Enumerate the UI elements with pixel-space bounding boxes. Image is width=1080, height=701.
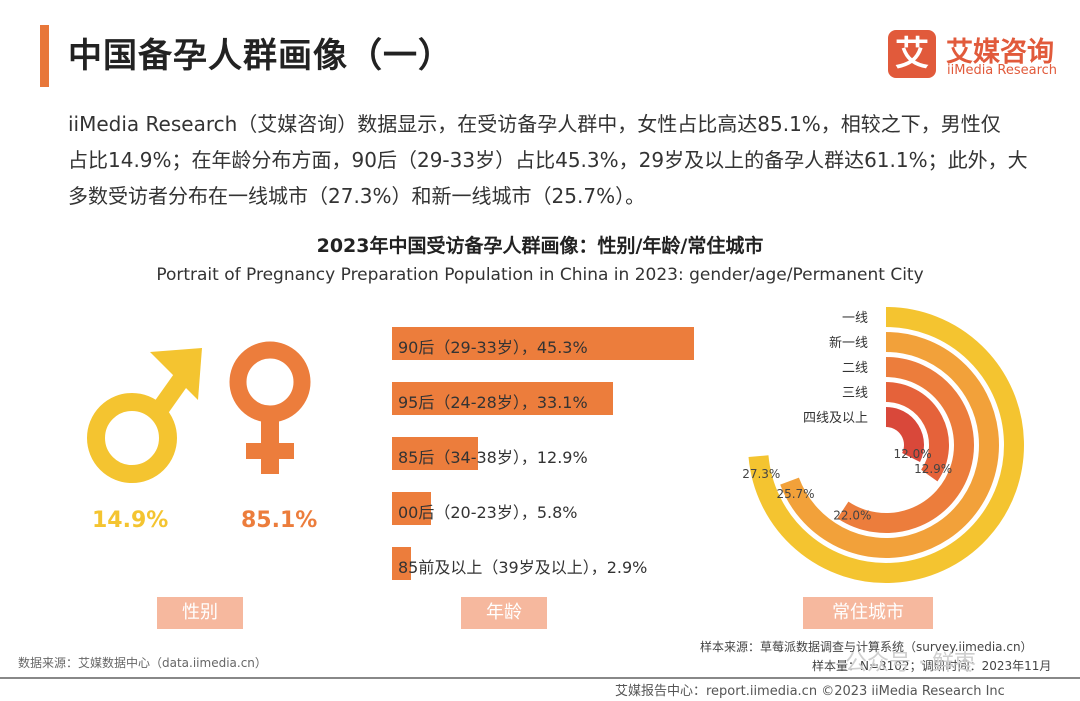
female-percent-label: 85.1% — [241, 508, 318, 533]
footer-copyright: 艾媒报告中心：report.iimedia.cn ©2023 iiMedia R… — [615, 684, 1005, 699]
data-source-note: 数据来源：艾媒数据中心（data.iimedia.cn） — [18, 656, 267, 670]
section-label-age: 年龄 — [461, 597, 547, 629]
age-bar — [392, 382, 613, 415]
city-category-label: 二线 — [842, 361, 868, 376]
title-accent-bar — [40, 25, 49, 87]
city-value-label: 22.0% — [833, 508, 871, 522]
city-arc — [885, 382, 949, 482]
age-bar — [392, 327, 694, 360]
city-arc — [885, 407, 924, 462]
age-bar-label: 00后（20-23岁），5.8% — [398, 503, 578, 522]
intro-line-3: 多数受访者分布在一线城市（27.3%）和新一线城市（25.7%）。 — [68, 184, 646, 208]
male-symbol-icon — [87, 348, 202, 483]
sample-source-note: 样本来源：草莓派数据调查与计算系统（survey.iimedia.cn） — [700, 640, 1033, 654]
female-symbol-icon — [229, 341, 311, 474]
city-category-label: 三线 — [842, 386, 868, 401]
city-value-label: 25.7% — [776, 487, 814, 501]
city-arc — [837, 357, 974, 533]
city-arc — [748, 307, 1024, 583]
intro-paragraph: iiMedia Research（艾媒咨询）数据显示，在受访备孕人群中，女性占比… — [68, 106, 1043, 214]
age-bar-label: 90后（29-33岁），45.3% — [398, 338, 588, 357]
male-percent-label: 14.9% — [92, 508, 169, 533]
watermark: 公众号 · 鲜枣 — [845, 651, 976, 676]
sample-size-note: 样本量：N=3102；调研时间：2023年11月 — [812, 659, 1052, 673]
chart-title-en: Portrait of Pregnancy Preparation Popula… — [156, 265, 924, 285]
city-value-label: 12.0% — [893, 447, 931, 461]
chart-title-cn: 2023年中国受访备孕人群画像：性别/年龄/常住城市 — [316, 235, 764, 257]
age-bar-label: 85前及以上（39岁及以上），2.9% — [398, 558, 648, 577]
brand-logo: 艾 艾媒咨询 iiMedia Research — [888, 30, 1068, 80]
city-category-label: 一线 — [842, 311, 868, 326]
age-bar-label: 85后（34-38岁），12.9% — [398, 448, 588, 467]
intro-line-2: 占比14.9%；在年龄分布方面，90后（29-33岁）占比45.3%，29岁及以… — [68, 148, 1028, 172]
city-arc — [780, 332, 999, 558]
city-radial-chart: 一线 27.3% 新一线 25.7% 二线 22.0% 三线 12.9% 四线及以上 12.0% — [742, 307, 1024, 583]
age-bar-label: 95后（24-28岁），33.1% — [398, 393, 588, 412]
logo-text-cn: 艾媒咨询 — [946, 37, 1054, 68]
city-category-label: 新一线 — [829, 335, 868, 351]
section-label-gender: 性别 — [157, 597, 243, 629]
age-bar — [392, 547, 412, 580]
city-value-label: 27.3% — [742, 467, 780, 481]
city-category-label: 四线及以上 — [803, 411, 868, 426]
age-bar — [392, 492, 431, 525]
city-value-label: 12.9% — [914, 462, 952, 476]
logo-mark-icon: 艾 — [888, 30, 936, 78]
intro-line-1: iiMedia Research（艾媒咨询）数据显示，在受访备孕人群中，女性占比… — [68, 112, 1001, 136]
footer-divider — [0, 677, 1080, 679]
logo-text-en: iiMedia Research — [947, 63, 1058, 78]
section-label-city: 常住城市 — [803, 597, 933, 629]
page-title: 中国备孕人群画像（一） — [68, 36, 453, 76]
age-bar — [392, 437, 478, 470]
